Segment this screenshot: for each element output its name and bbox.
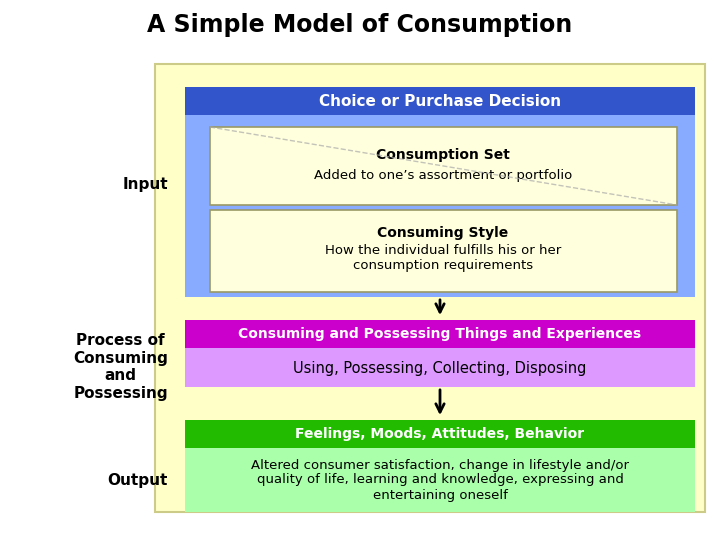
- Text: Altered consumer satisfaction, change in lifestyle and/or
quality of life, learn: Altered consumer satisfaction, change in…: [251, 458, 629, 502]
- Text: Added to one’s assortment or portfolio: Added to one’s assortment or portfolio: [314, 170, 572, 183]
- FancyBboxPatch shape: [185, 320, 695, 348]
- FancyBboxPatch shape: [210, 210, 677, 292]
- Text: Input: Input: [122, 178, 168, 192]
- Text: How the individual fulfills his or her
consumption requirements: How the individual fulfills his or her c…: [325, 244, 561, 272]
- Text: Process of
Consuming
and
Possessing: Process of Consuming and Possessing: [73, 333, 168, 401]
- Text: Consuming Style: Consuming Style: [377, 226, 508, 240]
- FancyBboxPatch shape: [185, 348, 695, 387]
- Text: Consumption Set: Consumption Set: [376, 148, 510, 162]
- Text: Consuming and Possessing Things and Experiences: Consuming and Possessing Things and Expe…: [238, 327, 642, 341]
- FancyBboxPatch shape: [185, 87, 695, 115]
- FancyBboxPatch shape: [155, 64, 705, 512]
- FancyBboxPatch shape: [185, 87, 695, 297]
- Text: A Simple Model of Consumption: A Simple Model of Consumption: [148, 13, 572, 37]
- Text: Choice or Purchase Decision: Choice or Purchase Decision: [319, 93, 561, 109]
- FancyBboxPatch shape: [210, 127, 677, 205]
- Text: Using, Possessing, Collecting, Disposing: Using, Possessing, Collecting, Disposing: [293, 361, 587, 375]
- Text: Feelings, Moods, Attitudes, Behavior: Feelings, Moods, Attitudes, Behavior: [295, 427, 585, 441]
- FancyBboxPatch shape: [185, 448, 695, 512]
- FancyBboxPatch shape: [185, 420, 695, 448]
- Text: Output: Output: [107, 472, 168, 488]
